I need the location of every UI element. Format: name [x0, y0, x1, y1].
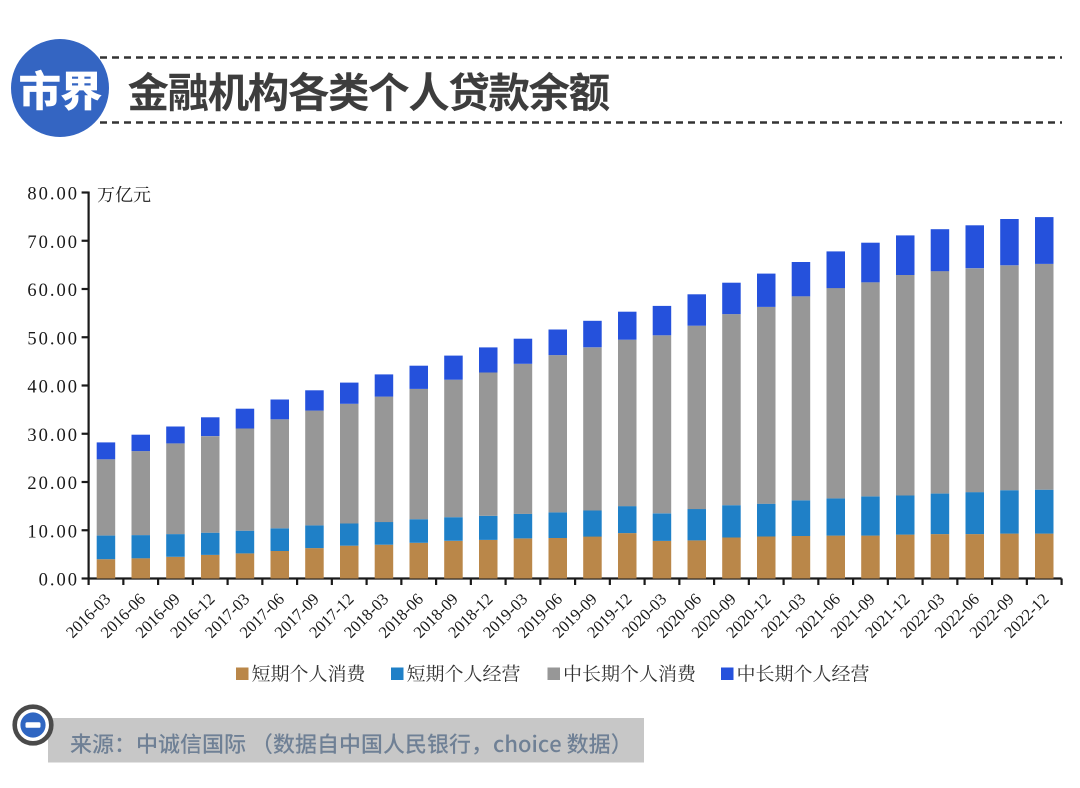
- svg-text:50.00: 50.00: [27, 329, 79, 349]
- svg-text:70.00: 70.00: [27, 233, 79, 253]
- svg-text:30.00: 30.00: [27, 426, 79, 446]
- svg-text:40.00: 40.00: [27, 378, 79, 398]
- svg-text:10.00: 10.00: [27, 522, 79, 542]
- svg-text:20.00: 20.00: [27, 474, 79, 494]
- svg-text:80.00: 80.00: [27, 185, 79, 205]
- svg-text:0.00: 0.00: [39, 571, 79, 591]
- svg-text:60.00: 60.00: [27, 281, 79, 301]
